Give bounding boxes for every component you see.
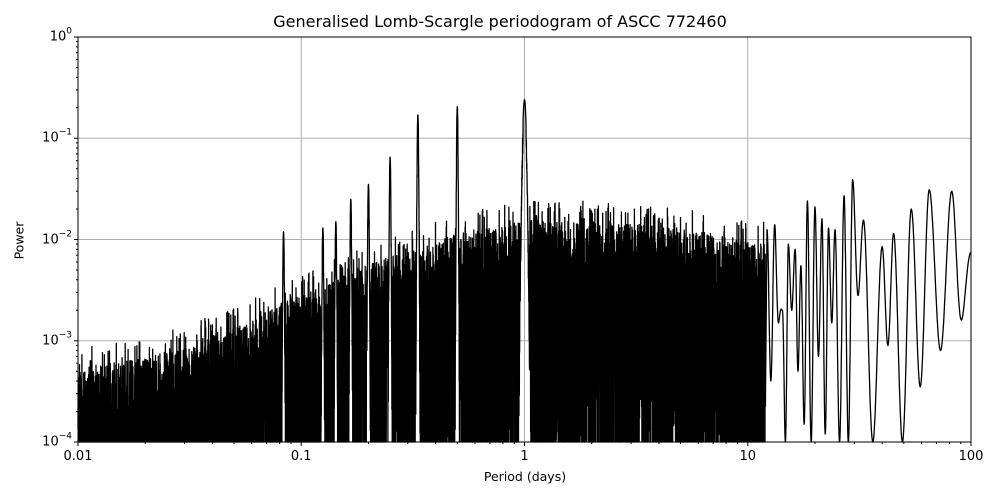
y-tick-label: 10−4	[42, 431, 72, 450]
x-tick-label: 1	[520, 449, 529, 464]
y-tick-label: 10−2	[42, 229, 72, 248]
axis-ticks	[74, 36, 972, 446]
x-tick-label: 100	[958, 449, 984, 464]
periodogram-curve	[77, 99, 972, 443]
chart-title: Generalised Lomb-Scargle periodogram of …	[273, 12, 727, 31]
x-tick-label: 10	[739, 449, 757, 464]
x-tick-label: 0.1	[290, 449, 312, 464]
y-tick-label: 10−1	[42, 127, 72, 146]
y-tick-label: 100	[49, 26, 72, 45]
x-tick-label: 0.01	[63, 449, 93, 464]
y-tick-label: 10−3	[42, 330, 72, 349]
x-axis-label: Period (days)	[483, 469, 567, 484]
